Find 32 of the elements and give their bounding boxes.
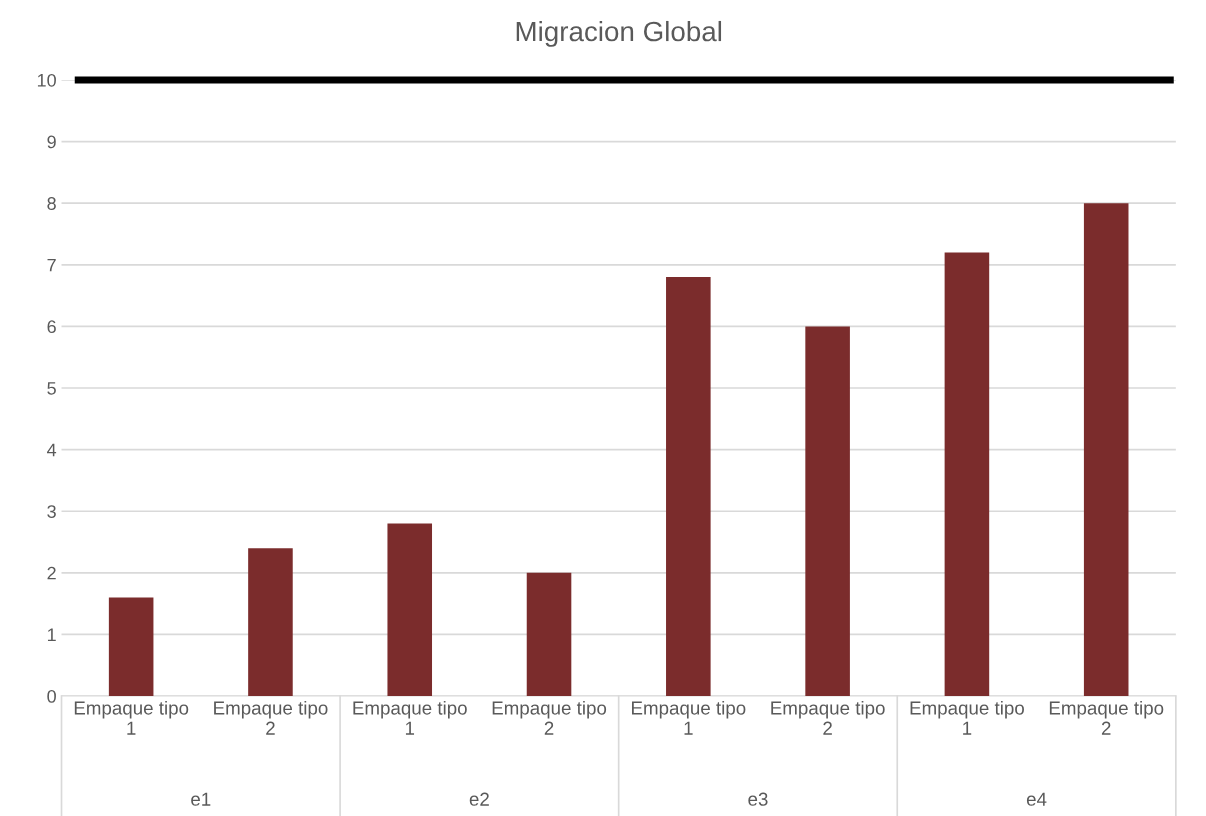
y-tick-label: 6 (47, 320, 56, 334)
y-tick-label: 8 (47, 197, 56, 210)
bar (1083, 203, 1129, 697)
x-tick-label: Empaque tipo 1 (74, 700, 189, 735)
bar (944, 252, 990, 697)
y-tick-label: 3 (47, 505, 56, 518)
y-tick-label: 7 (47, 258, 56, 272)
text: e2 (469, 792, 489, 806)
y-tick-label: 9 (47, 135, 56, 149)
y-tick-label: 4 (47, 443, 57, 457)
y-tick-label: 2 (47, 566, 56, 580)
y-tick-label: 1 (47, 628, 56, 641)
x-tick-label: Empaque tipo 2 (771, 700, 885, 735)
x-tick-label: Empaque tipo 1 (910, 700, 1024, 735)
bar (387, 523, 433, 697)
x-tick-label: Empaque tipo 2 (214, 700, 328, 735)
text: e4 (1026, 792, 1047, 806)
chart-title: Migracion Global (516, 20, 722, 47)
bar (526, 572, 572, 697)
x-tick-label: Empaque tipo 1 (632, 700, 746, 735)
bar (805, 326, 850, 697)
x-tick-label: Empaque tipo 2 (1049, 700, 1164, 735)
x-tick-label: Empaque tipo 1 (353, 700, 467, 735)
bar (248, 548, 293, 697)
y-tick-label: 0 (47, 689, 56, 703)
text: e3 (748, 792, 768, 806)
y-tick-label: 5 (47, 382, 56, 395)
text: e1 (191, 792, 211, 806)
bar (108, 597, 154, 697)
y-tick-label: 10 (37, 73, 56, 87)
bar (666, 277, 711, 697)
x-tick-label: Empaque tipo 2 (492, 700, 607, 735)
